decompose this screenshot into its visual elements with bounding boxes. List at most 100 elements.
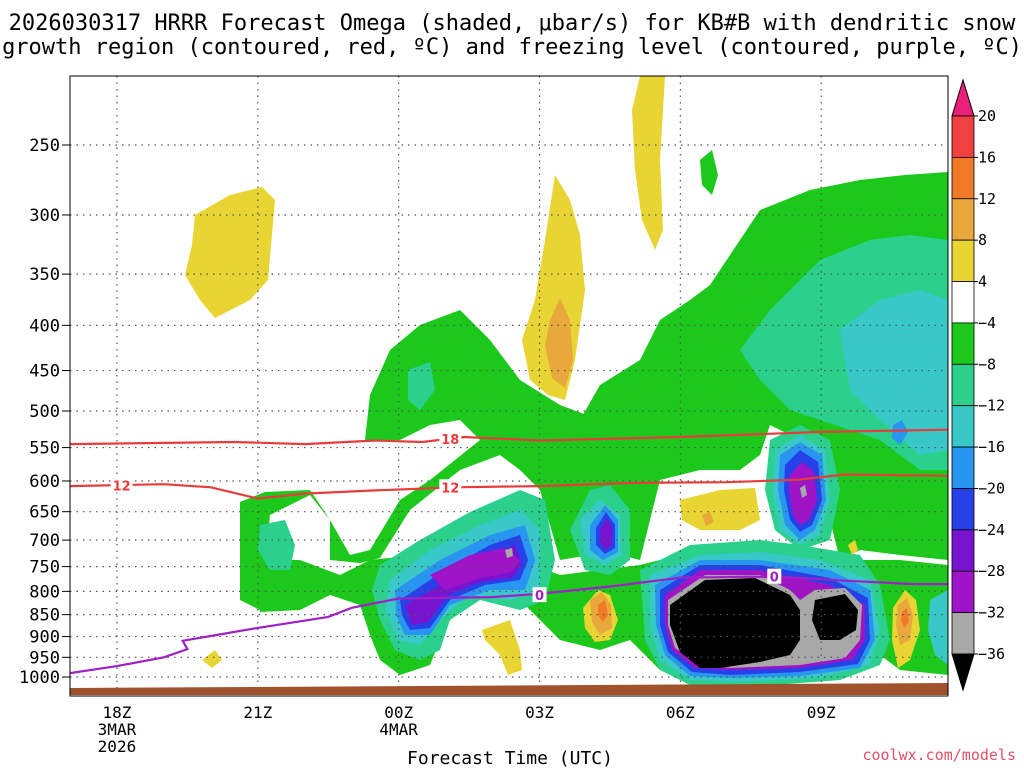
omega-region-grey-2 — [505, 548, 513, 558]
colorbar-band — [951, 115, 975, 158]
omega-region-gold-1 — [545, 298, 573, 388]
contour-label-bg — [110, 477, 133, 493]
contour-label: 12 — [113, 479, 131, 494]
colorbar-band — [951, 570, 975, 614]
omega-region-cyan-6 — [928, 590, 948, 665]
colorbar-label: 12 — [978, 190, 996, 208]
omega-region-teal-2 — [258, 520, 295, 570]
contour-line — [70, 473, 948, 500]
colorbar-label: 20 — [978, 107, 996, 125]
y-tick-label: 250 — [29, 136, 60, 156]
y-tick-label: 700 — [29, 531, 60, 551]
colorbar-band — [951, 156, 975, 200]
omega-region-purple-2 — [600, 518, 612, 550]
ground-terrain — [70, 683, 948, 695]
colorbar-label: −8 — [978, 355, 996, 373]
colorbar-band — [951, 488, 975, 531]
colorbar-band — [951, 363, 975, 407]
y-axis: 2503003504004505005506006507007508008509… — [19, 136, 70, 688]
colorbar-label: −36 — [978, 645, 1005, 663]
colorbar-label: −32 — [978, 604, 1005, 622]
omega-region-teal-3 — [408, 362, 435, 410]
y-tick-label: 450 — [29, 362, 60, 382]
y-tick-label: 600 — [29, 472, 60, 492]
omega-shading — [185, 76, 948, 686]
y-tick-label: 950 — [29, 648, 60, 668]
colorbar-label: −20 — [978, 479, 1005, 497]
colorbar-band — [951, 405, 975, 448]
credit-text: coolwx.com/models — [862, 746, 1016, 764]
colorbar-band — [951, 281, 975, 324]
colorbar-label: −16 — [978, 438, 1005, 456]
y-tick-label: 750 — [29, 558, 60, 578]
colorbar-label: 8 — [978, 231, 987, 249]
y-tick-label: 550 — [29, 439, 60, 459]
x-tick-label: 18Z — [102, 703, 131, 722]
colorbar-band — [951, 322, 975, 365]
colorbar-label: −28 — [978, 562, 1005, 580]
x-tick-label: 2026 — [98, 737, 137, 756]
y-tick-label: 900 — [29, 628, 60, 648]
contour-label-bg — [439, 479, 462, 495]
colorbar-band — [951, 198, 975, 241]
x-tick-label: 3MAR — [98, 720, 137, 739]
contour-label: 0 — [535, 589, 544, 604]
contour-label-bg — [767, 568, 782, 584]
y-tick-label: 400 — [29, 316, 60, 336]
y-tick-label: 650 — [29, 503, 60, 523]
omega-region-yellow-8 — [202, 650, 222, 668]
chart-title-line-1: 2026030317 HRRR Forecast Omega (shaded, … — [9, 11, 1016, 36]
plot-frame — [69, 75, 949, 697]
contour-label-bg — [532, 587, 547, 603]
x-tick-label: 09Z — [807, 703, 836, 722]
omega-region-orange-1 — [598, 600, 608, 622]
colorbar: 20 16 12 8 4 −4 −8 −12 −16 −20 −24 −28 −32 −36 — [951, 78, 1005, 692]
omega-region-yellow-1 — [185, 187, 275, 318]
contour-label: 18 — [441, 433, 459, 448]
contour-label: 0 — [770, 571, 779, 586]
omega-region-yellow-3 — [632, 76, 665, 250]
omega-region-black-1 — [670, 578, 800, 668]
colorbar-band — [951, 239, 975, 282]
colorbar-label: −4 — [978, 314, 996, 332]
omega-region-yellow-7 — [482, 620, 522, 675]
omega-region-cyan-1 — [840, 290, 948, 455]
x-axis-title: Forecast Time (UTC) — [407, 748, 613, 768]
omega-region-grey-3 — [800, 485, 807, 498]
colorbar-label: 4 — [978, 273, 987, 291]
colorbar-bottom-arrow — [951, 653, 975, 692]
y-tick-label: 850 — [29, 606, 60, 626]
colorbar-label: −12 — [978, 397, 1005, 415]
colorbar-label: −24 — [978, 521, 1005, 539]
omega-region-violet-1 — [430, 548, 520, 590]
omega-region-green-left — [240, 310, 640, 610]
y-tick-label: 1000 — [19, 668, 60, 688]
y-tick-label: 300 — [29, 206, 60, 226]
contour-labels: 18 12 12 0 0 — [110, 431, 782, 604]
omega-region-black-2 — [812, 594, 858, 640]
x-tick-label: 03Z — [525, 703, 554, 722]
contour-label-bg — [439, 431, 462, 447]
x-tick-label: 06Z — [666, 703, 695, 722]
x-tick-label: 00Z — [384, 703, 413, 722]
colorbar-band — [951, 612, 975, 655]
colorbar-label: 16 — [978, 148, 996, 166]
x-tick-label: 21Z — [243, 703, 272, 722]
omega-region-orange-2 — [901, 608, 909, 628]
omega-region-lightblue-5 — [892, 420, 908, 445]
omega-region-gold-4 — [702, 512, 714, 526]
y-tick-label: 350 — [29, 265, 60, 285]
y-tick-label: 800 — [29, 582, 60, 602]
y-tick-label: 500 — [29, 402, 60, 422]
omega-region-yellow-9 — [848, 540, 858, 555]
x-tick-label: 4MAR — [379, 720, 418, 739]
omega-region-yellow-4 — [680, 488, 760, 530]
contour-line — [70, 575, 948, 675]
omega-region-green-upper — [700, 150, 718, 195]
colorbar-top-arrow — [951, 78, 975, 117]
contour-label: 12 — [441, 481, 459, 496]
chart-title-line-2: growth region (contoured, red, ºC) and f… — [2, 35, 1022, 60]
colorbar-band — [951, 446, 975, 489]
